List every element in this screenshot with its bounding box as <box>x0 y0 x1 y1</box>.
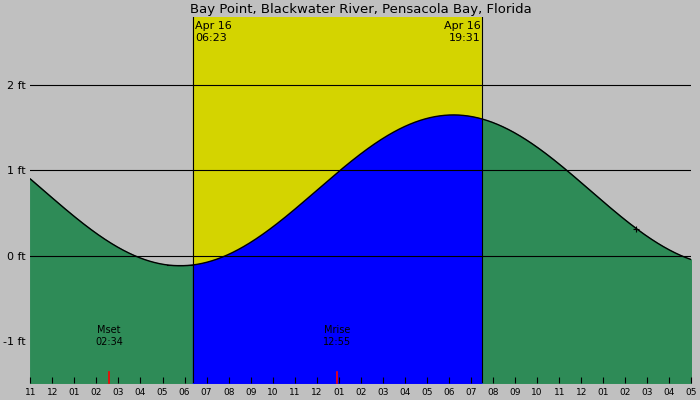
Bar <box>193 17 482 383</box>
Text: Apr 16
19:31: Apr 16 19:31 <box>444 21 480 43</box>
Title: Bay Point, Blackwater River, Pensacola Bay, Florida: Bay Point, Blackwater River, Pensacola B… <box>190 3 532 16</box>
Bar <box>30 17 193 383</box>
Text: Mset
02:34: Mset 02:34 <box>95 325 122 347</box>
Bar <box>482 17 692 383</box>
Text: Apr 16
06:23: Apr 16 06:23 <box>195 21 232 43</box>
Text: Mrise
12:55: Mrise 12:55 <box>323 325 351 347</box>
